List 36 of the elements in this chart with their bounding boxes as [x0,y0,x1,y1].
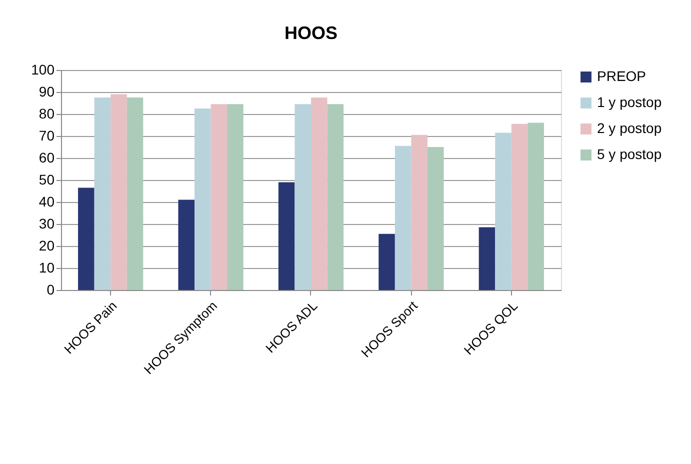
y-tick-label: 80 [38,106,55,122]
bar [511,124,528,290]
y-tick-label: 50 [38,172,55,188]
legend-label: 1 y postop [597,94,662,110]
bar [378,234,395,290]
y-tick-label: 40 [38,194,55,210]
bar [327,104,344,290]
legend-label: 2 y postop [597,120,662,136]
bar [94,98,111,290]
bar [478,227,496,290]
y-tick-label: 90 [38,84,55,100]
bar [178,200,195,290]
bar [528,122,544,290]
bar [427,147,444,290]
legend-label: PREOP [597,68,646,84]
bar [110,94,127,290]
bar [294,104,311,290]
y-tick-label: 100 [31,62,55,78]
bar [227,104,244,290]
bar [394,146,412,290]
bar [495,132,512,290]
y-tick-label: 30 [38,216,55,232]
bar [210,104,228,290]
bar [126,98,144,290]
y-tick-label: 60 [38,150,55,166]
y-tick-label: 10 [38,260,55,276]
chart-title: HOOS [284,23,338,43]
bar [278,182,295,290]
legend-label: 5 y postop [597,146,662,162]
bar [78,188,94,290]
y-tick-label: 20 [38,238,55,254]
y-tick-label: 0 [46,282,55,298]
bar [311,98,328,290]
bar [194,108,211,290]
y-tick-label: 70 [38,128,55,144]
bar [411,134,428,290]
